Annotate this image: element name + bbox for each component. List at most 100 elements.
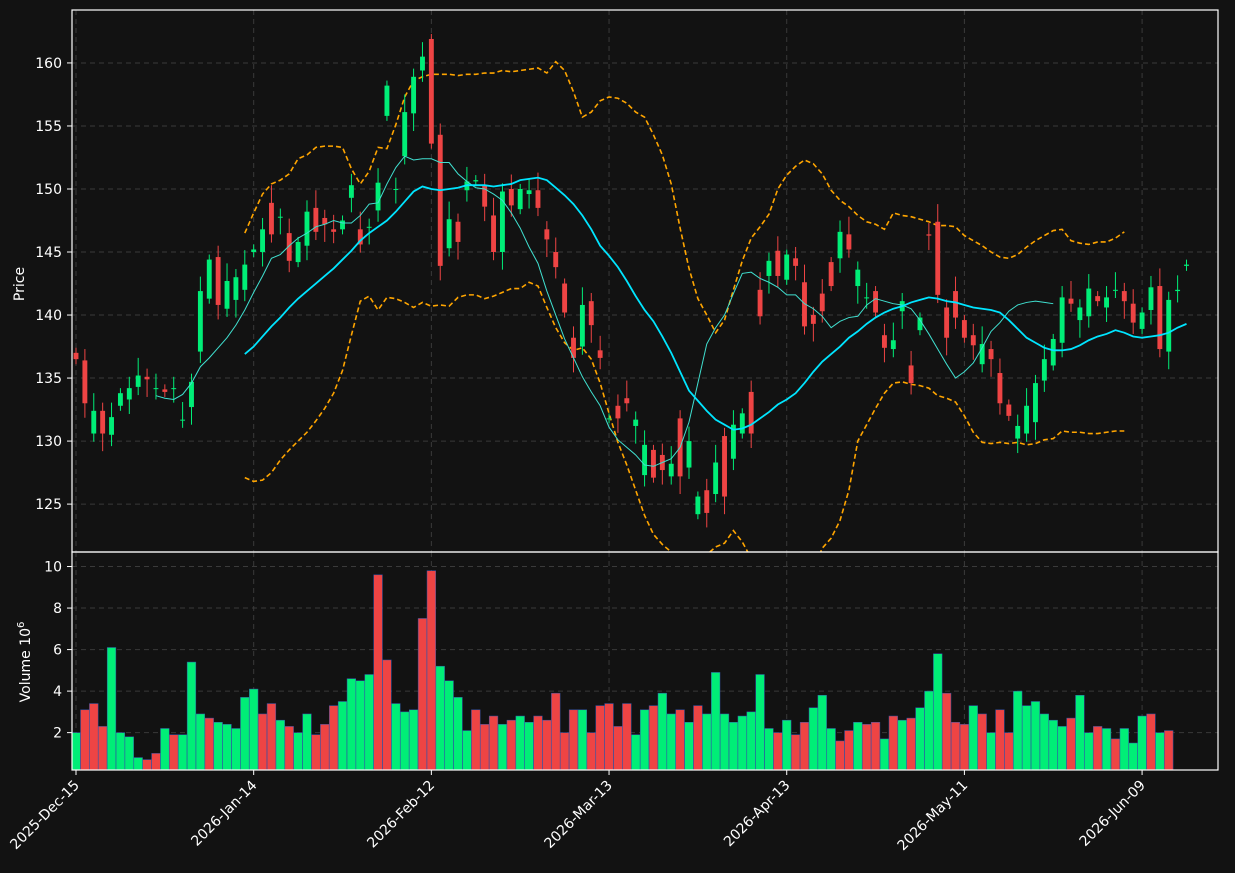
price-tick-label: 130 xyxy=(35,434,62,450)
volume-bar xyxy=(204,717,214,770)
volume-bar xyxy=(853,721,863,770)
candle-body xyxy=(109,417,114,435)
volume-bar xyxy=(417,618,428,770)
candle-body xyxy=(526,190,532,195)
volume-bar xyxy=(106,647,117,770)
volume-bar xyxy=(524,721,534,770)
volume-bar xyxy=(497,724,508,770)
candle-body xyxy=(704,490,710,513)
grid xyxy=(72,10,1218,770)
candle-body xyxy=(961,320,967,338)
candle-body xyxy=(1157,286,1163,350)
candle-body xyxy=(260,229,266,253)
candle-body xyxy=(473,180,479,182)
volume-bar xyxy=(675,709,685,770)
volume-bar xyxy=(1066,717,1076,770)
volume-bar xyxy=(782,719,792,770)
candle-body xyxy=(322,217,328,225)
volume-bar xyxy=(480,724,490,770)
volume-bar xyxy=(435,665,445,770)
candle-body xyxy=(82,360,88,404)
candle-body xyxy=(135,375,141,387)
lower-band-line xyxy=(244,281,1125,552)
volume-bar xyxy=(586,732,596,770)
candle-body xyxy=(882,335,887,348)
candle-body xyxy=(890,340,896,350)
candle-body xyxy=(1024,405,1030,434)
volume-bar xyxy=(542,719,552,770)
candle-body xyxy=(1148,287,1154,310)
candle-body xyxy=(366,226,372,228)
candle-body xyxy=(91,410,97,434)
candle-body xyxy=(722,436,727,497)
volume-bar xyxy=(329,705,339,770)
volume-bar xyxy=(249,688,259,770)
candle-body xyxy=(633,419,639,426)
volume-bar xyxy=(728,721,739,770)
candle-body xyxy=(651,449,656,478)
volume-bar xyxy=(631,734,641,770)
volume-bar xyxy=(835,740,845,770)
volume-bar xyxy=(320,724,330,770)
volume-bar xyxy=(1057,726,1067,770)
volume-bar xyxy=(1084,732,1094,770)
volume-bar xyxy=(666,713,676,770)
volume-bar xyxy=(257,713,268,770)
candle-body xyxy=(1015,425,1021,439)
volume-axis-label-text: Volume 10 xyxy=(18,628,34,702)
candle-body xyxy=(828,262,834,287)
volume-bar xyxy=(995,709,1005,770)
volume-bar xyxy=(568,709,579,770)
volume-bar xyxy=(711,672,721,770)
candle-body xyxy=(553,252,559,268)
candle-body xyxy=(224,281,230,309)
volume-bar xyxy=(1101,728,1112,770)
volume-bar xyxy=(959,724,970,770)
candle-body xyxy=(295,241,301,263)
candle-body xyxy=(206,259,212,299)
candle-body xyxy=(1059,297,1065,343)
volume-bar xyxy=(862,724,872,770)
candle-body xyxy=(277,216,283,218)
candle-body xyxy=(1006,404,1012,416)
candle-body xyxy=(873,291,879,313)
volume-bar xyxy=(133,757,143,770)
candle-body xyxy=(1086,288,1092,317)
volume-bar xyxy=(648,705,659,770)
candle-body xyxy=(251,249,257,253)
candle-body xyxy=(162,389,168,392)
volume-bar xyxy=(302,713,312,770)
volume-tick-label: 4 xyxy=(53,684,62,700)
volume-bar xyxy=(178,734,188,770)
volume-bar xyxy=(702,713,712,770)
candle-body xyxy=(784,254,790,280)
volume-tick-label: 10 xyxy=(44,560,62,576)
candle-body xyxy=(988,349,994,360)
candle-body xyxy=(970,335,976,346)
volume-bar xyxy=(515,715,525,770)
volume-bar xyxy=(1155,732,1165,770)
candle-body xyxy=(766,260,772,276)
volume-bar xyxy=(622,703,632,770)
candle-body xyxy=(793,258,799,266)
volume-bar xyxy=(604,703,614,770)
ma-long-line xyxy=(244,176,1187,431)
volume-bar xyxy=(151,753,161,770)
candle-body xyxy=(73,352,79,360)
candle-body xyxy=(588,301,594,326)
candle-body xyxy=(757,289,763,317)
volume-bar xyxy=(266,703,277,770)
price-panel xyxy=(73,33,1189,552)
volume-bar xyxy=(89,703,99,770)
candle-body xyxy=(775,250,781,276)
volume-bar xyxy=(1093,726,1103,770)
volume-bar xyxy=(933,653,943,770)
volume-bar xyxy=(808,707,818,770)
price-tick-label: 160 xyxy=(35,56,62,72)
volume-bar xyxy=(1146,713,1156,770)
candle-body xyxy=(1104,297,1109,308)
volume-bar xyxy=(142,759,152,770)
volume-bar xyxy=(968,705,978,770)
candle-body xyxy=(126,388,132,400)
